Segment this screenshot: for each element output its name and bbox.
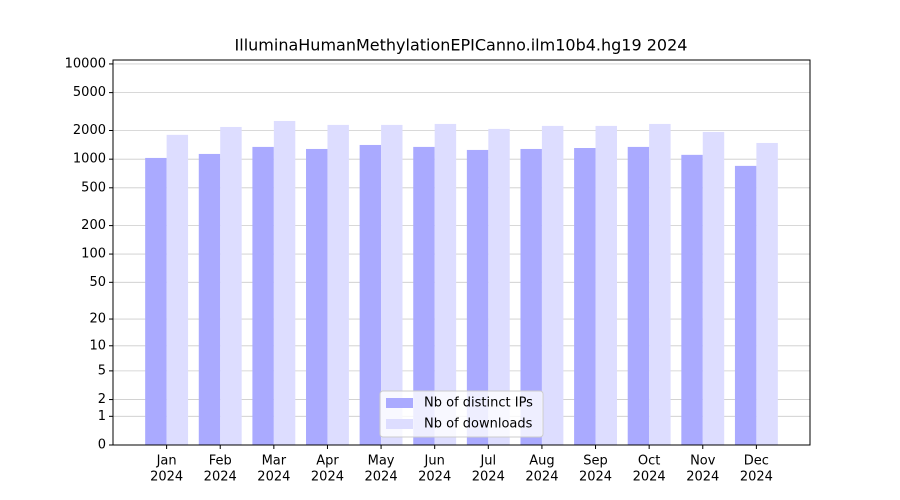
x-tick-label: 2024 (472, 470, 505, 485)
y-tick-label: 500 (81, 180, 106, 195)
x-tick-label: 2024 (525, 470, 558, 485)
y-tick-label: 0 (98, 438, 106, 453)
y-tick-label: 200 (81, 218, 106, 233)
x-tick-label: Aug (529, 454, 554, 469)
legend-label: Nb of downloads (424, 417, 533, 432)
y-tick-label: 100 (81, 247, 106, 262)
x-tick-label: 2024 (579, 470, 612, 485)
y-tick-label: 2 (98, 392, 106, 407)
x-tick-label: 2024 (740, 470, 773, 485)
x-tick-label: 2024 (257, 470, 290, 485)
x-tick-label: 2024 (633, 470, 666, 485)
legend-swatch (386, 419, 413, 429)
bar (649, 123, 671, 445)
x-tick-label: Nov (690, 454, 716, 469)
y-tick-label: 10 (89, 338, 106, 353)
bar (166, 134, 189, 446)
bar (488, 128, 510, 446)
y-tick-label: 5000 (73, 85, 106, 100)
y-tick-label: 20 (89, 312, 106, 327)
y-tick-label: 1000 (73, 152, 106, 167)
legend-swatch (386, 398, 413, 408)
bar (466, 149, 489, 445)
bar (574, 148, 596, 445)
legend: Nb of distinct IPs Nb of downloads (379, 390, 544, 438)
bar (220, 126, 242, 445)
bar (327, 124, 349, 445)
y-tick-label: 50 (89, 275, 106, 290)
bar (198, 153, 221, 446)
bar (595, 125, 617, 445)
bar (306, 148, 328, 446)
x-tick-label: Feb (209, 454, 232, 469)
bar (681, 154, 703, 445)
bar (145, 157, 167, 446)
bar (359, 144, 382, 445)
legend-label: Nb of distinct IPs (424, 396, 533, 411)
x-tick-label: Sep (583, 454, 608, 469)
x-tick-label: Jun (424, 454, 445, 469)
bar (252, 146, 274, 445)
x-tick-label: Dec (744, 454, 769, 469)
x-tick-label: 2024 (311, 470, 344, 485)
x-tick-label: 2024 (150, 470, 183, 485)
y-tick-label: 5 (98, 363, 106, 378)
x-tick-label: Oct (638, 454, 660, 469)
x-tick-label: 2024 (204, 470, 237, 485)
x-tick-label: 2024 (686, 470, 719, 485)
bar (413, 146, 435, 445)
x-tick-label: 2024 (418, 470, 451, 485)
bar (541, 125, 564, 445)
x-tick-label: 2024 (365, 470, 398, 485)
bar (381, 124, 403, 445)
chart-title: IlluminaHumanMethylationEPICanno.ilm10b4… (235, 36, 688, 55)
y-tick-label: 2000 (73, 123, 106, 138)
bar (627, 146, 650, 445)
plot-frame (112, 59, 811, 446)
x-tick-label: Jul (479, 454, 496, 469)
legend-box (379, 390, 544, 438)
y-tick-label: 10000 (65, 56, 106, 71)
x-tick-label: Apr (316, 454, 339, 469)
bar (273, 120, 296, 446)
bar (702, 131, 725, 446)
x-tick-label: Mar (262, 454, 287, 469)
bar (734, 165, 757, 445)
x-tick-label: Jan (156, 454, 177, 469)
bar (520, 148, 542, 446)
y-tick-label: 1 (98, 409, 106, 424)
bar (434, 123, 457, 445)
bar (756, 142, 778, 445)
x-tick-label: May (368, 454, 395, 469)
